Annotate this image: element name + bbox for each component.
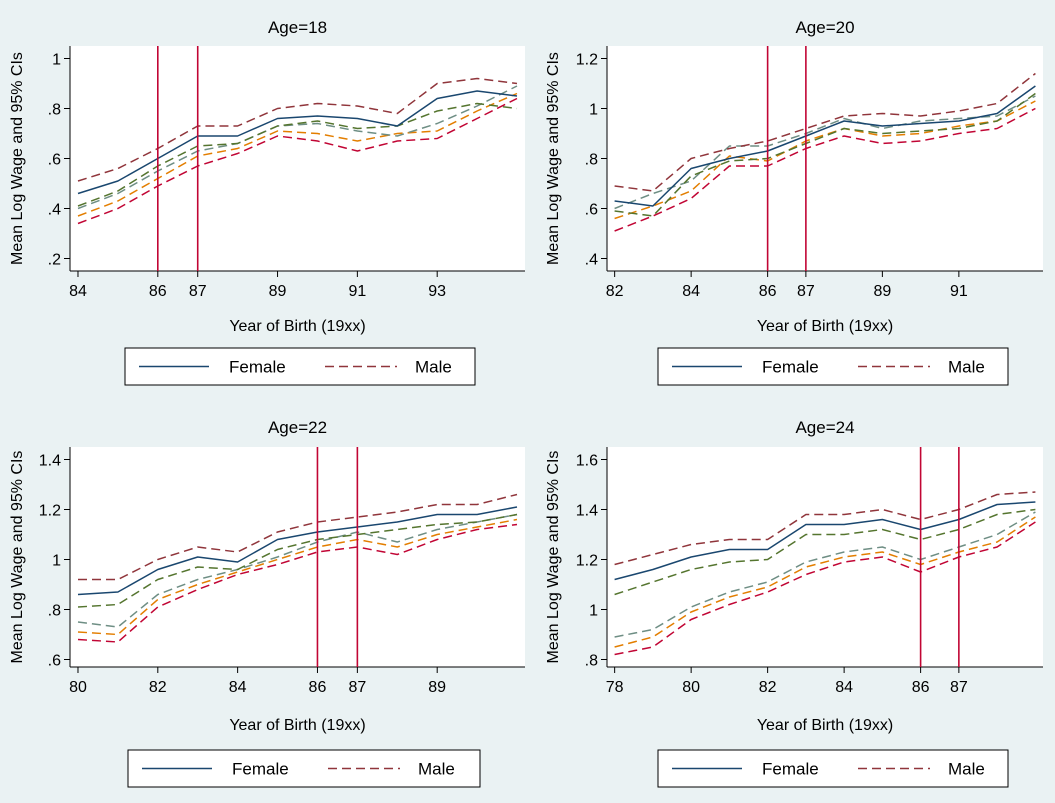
y-tick-label: 1.2 <box>39 503 61 520</box>
series-line-female <box>614 85 1036 207</box>
x-axis-label: Year of Birth (19xx) <box>757 318 893 335</box>
x-tick-label: 82 <box>606 283 624 300</box>
ci-line <box>614 100 1036 220</box>
y-tick-label: .6 <box>585 202 598 219</box>
ci-line <box>77 513 518 608</box>
x-axis-label: Year of Birth (19xx) <box>229 717 365 734</box>
x-tick-label: 86 <box>759 283 777 300</box>
y-axis-label: Mean Log Wage and 95% CIs <box>9 52 26 265</box>
legend-label-male: Male <box>948 358 985 377</box>
y-axis-label: Mean Log Wage and 95% CIs <box>545 52 562 265</box>
x-axis-label: Year of Birth (19xx) <box>757 717 893 734</box>
series-line-male <box>614 491 1036 566</box>
ci-line <box>77 102 518 207</box>
x-tick-label: 86 <box>149 283 167 300</box>
x-tick-label: 84 <box>229 679 247 696</box>
x-tick-label: 91 <box>348 283 366 300</box>
y-tick-label: 1.4 <box>39 453 61 470</box>
y-tick-label: 1.2 <box>576 553 598 570</box>
legend-label-female: Female <box>762 760 819 779</box>
x-tick-label: 84 <box>835 679 853 696</box>
x-tick-label: 89 <box>269 283 287 300</box>
y-tick-label: .6 <box>48 152 61 169</box>
chart-panel: Age=20 1.2 1 .8 .6 .4 82 84 86 87 89 91 Year of Birt… <box>545 18 1043 386</box>
x-tick-label: 80 <box>69 679 87 696</box>
x-tick-label: 91 <box>950 283 968 300</box>
legend-label-female: Female <box>762 358 819 377</box>
ci-line <box>77 523 518 643</box>
chart-title: Age=20 <box>795 18 854 37</box>
series-line-female <box>77 90 518 195</box>
x-tick-label: 84 <box>69 283 87 300</box>
y-tick-label: 1.4 <box>576 503 598 520</box>
series-line-female <box>614 501 1036 581</box>
y-tick-label: .4 <box>48 202 61 219</box>
y-axis-label: Mean Log Wage and 95% CIs <box>545 451 562 664</box>
legend-label-male: Male <box>415 358 452 377</box>
y-tick-label: 1 <box>589 603 598 620</box>
chart-panel: Age=24 1.6 1.4 1.2 1 .8 78 80 82 84 86 87 Year of Bi… <box>545 418 1043 788</box>
x-tick-label: 87 <box>348 679 366 696</box>
ci-line <box>614 511 1036 638</box>
legend-label-male: Male <box>418 760 455 779</box>
y-tick-label: .2 <box>48 252 61 269</box>
x-tick-label: 87 <box>797 283 815 300</box>
y-tick-label: .8 <box>48 603 61 620</box>
ci-line <box>77 92 518 217</box>
series-line-male <box>78 493 518 581</box>
ci-line <box>614 521 1036 656</box>
chart-title: Age=24 <box>795 418 854 437</box>
y-tick-label: 1.6 <box>576 453 598 470</box>
y-tick-label: .8 <box>585 653 598 670</box>
y-tick-label: 1 <box>589 102 598 119</box>
chart-title: Age=22 <box>268 418 327 437</box>
x-tick-label: 93 <box>428 283 446 300</box>
y-tick-label: 1.2 <box>576 52 598 69</box>
x-tick-label: 86 <box>912 679 930 696</box>
ci-line <box>614 92 1036 217</box>
y-tick-label: 1 <box>52 553 61 570</box>
plot-area <box>607 46 1043 271</box>
legend-label-female: Female <box>229 358 286 377</box>
y-tick-label: .6 <box>48 653 61 670</box>
x-tick-label: 78 <box>606 679 624 696</box>
y-tick-label: .4 <box>585 252 598 269</box>
x-tick-label: 86 <box>309 679 327 696</box>
ci-line <box>77 97 518 225</box>
chart-panel: Age=18 1 .8 .6 .4 .2 84 86 87 89 91 93 Year of Birth… <box>9 18 525 386</box>
x-tick-label: 82 <box>149 679 167 696</box>
x-tick-label: 87 <box>950 679 968 696</box>
x-tick-label: 89 <box>873 283 891 300</box>
ci-line <box>77 513 518 628</box>
ci-line <box>77 518 518 636</box>
x-tick-label: 89 <box>428 679 446 696</box>
plot-area <box>70 447 525 667</box>
x-tick-label: 80 <box>682 679 700 696</box>
chart-title: Age=18 <box>268 18 327 37</box>
plot-area <box>70 46 525 271</box>
x-tick-label: 87 <box>189 283 207 300</box>
ci-line <box>614 516 1036 648</box>
legend-label-female: Female <box>232 760 289 779</box>
series-line-female <box>77 506 518 596</box>
y-tick-label: .8 <box>585 152 598 169</box>
y-tick-label: 1 <box>52 52 61 69</box>
y-axis-label: Mean Log Wage and 95% CIs <box>9 451 26 664</box>
ci-line <box>614 107 1036 232</box>
series-line-male <box>614 72 1036 192</box>
x-axis-label: Year of Birth (19xx) <box>229 318 365 335</box>
chart-panel: Age=22 1.4 1.2 1 .8 .6 80 82 84 86 87 89 Year of Bir… <box>9 418 525 788</box>
x-tick-label: 84 <box>682 283 700 300</box>
ci-line <box>614 508 1036 596</box>
series-line-male <box>77 77 518 182</box>
legend-label-male: Male <box>948 760 985 779</box>
x-tick-label: 82 <box>759 679 777 696</box>
y-tick-label: .8 <box>48 102 61 119</box>
